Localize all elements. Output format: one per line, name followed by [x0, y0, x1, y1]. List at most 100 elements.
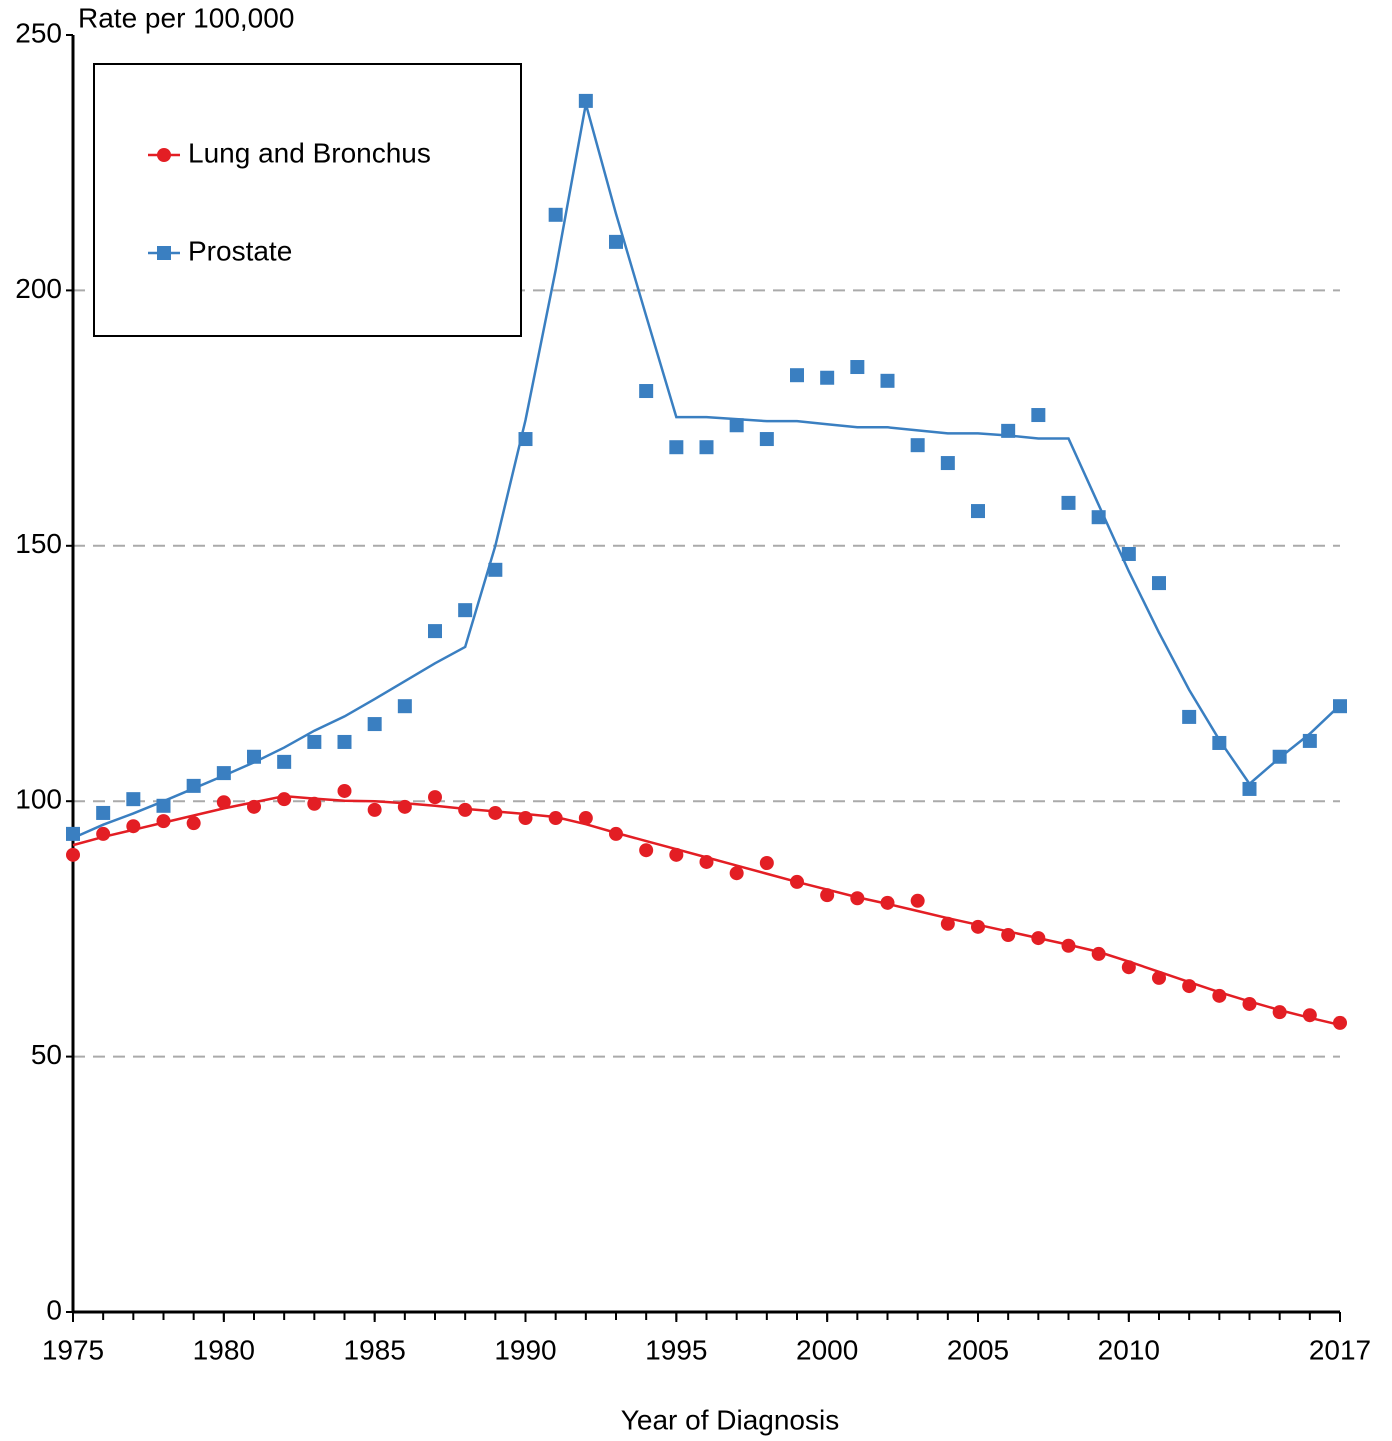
data-point: [518, 811, 533, 826]
x-tick-label: 1975: [42, 1334, 104, 1365]
data-point: [216, 795, 231, 810]
data-point: [337, 783, 352, 798]
x-tick-label: 2010: [1098, 1334, 1160, 1365]
data-point: [910, 438, 925, 453]
data-point: [1182, 979, 1197, 994]
data-point: [458, 603, 473, 618]
data-point: [428, 624, 442, 639]
data-point: [971, 919, 985, 934]
data-point: [66, 826, 80, 841]
data-point: [1121, 546, 1136, 561]
trend-line: [72, 794, 1341, 1027]
data-point: [397, 799, 412, 814]
data-point: [277, 792, 292, 807]
data-point: [609, 234, 623, 249]
data-point: [1212, 735, 1227, 750]
legend-label: Lung and Bronchus: [188, 137, 431, 168]
data-point: [156, 814, 171, 829]
data-point: [1242, 996, 1257, 1011]
data-point: [96, 826, 111, 841]
data-point: [820, 370, 835, 385]
data-point: [1242, 781, 1257, 796]
data-point: [1152, 970, 1166, 985]
data-point: [850, 891, 865, 906]
y-tick-label: 150: [15, 528, 62, 559]
data-point: [1333, 699, 1347, 714]
legend-marker: [157, 246, 171, 260]
data-point: [247, 799, 261, 814]
data-point: [488, 562, 503, 577]
y-tick-label: 100: [15, 784, 62, 815]
data-point: [488, 805, 503, 820]
data-point: [850, 360, 865, 375]
x-tick-label: 1990: [494, 1334, 556, 1365]
legend-marker: [157, 148, 171, 162]
y-tick-label: 200: [15, 273, 62, 304]
x-tick-label: 2017: [1309, 1334, 1371, 1365]
data-point: [639, 843, 654, 858]
data-point: [1031, 408, 1046, 423]
data-point: [639, 384, 654, 399]
data-point: [1272, 1005, 1287, 1020]
data-point: [548, 207, 563, 222]
data-point: [397, 699, 412, 714]
data-point: [518, 432, 533, 447]
data-point: [1182, 709, 1197, 724]
data-point: [940, 916, 955, 931]
data-point: [880, 373, 895, 388]
data-point: [699, 854, 714, 869]
x-axis-label: Year of Diagnosis: [621, 1404, 839, 1435]
data-point: [1091, 946, 1106, 961]
data-point: [1302, 1008, 1317, 1023]
data-point: [578, 93, 593, 108]
data-point: [820, 888, 835, 903]
data-point: [669, 440, 684, 455]
data-point: [458, 802, 473, 817]
data-point: [1091, 510, 1106, 525]
y-tick-label: 0: [46, 1294, 62, 1325]
data-point: [1302, 733, 1317, 748]
data-point: [1121, 960, 1136, 975]
data-point: [759, 432, 774, 447]
data-point: [307, 734, 322, 749]
data-point: [186, 816, 201, 831]
data-point: [156, 798, 171, 813]
data-point: [428, 790, 442, 805]
x-tick-label: 2000: [796, 1334, 858, 1365]
data-point: [759, 856, 774, 871]
data-point: [277, 754, 292, 769]
data-point: [186, 778, 201, 793]
data-point: [1061, 495, 1076, 510]
data-point: [548, 811, 563, 826]
y-axis-label: Rate per 100,000: [78, 2, 294, 33]
data-point: [1333, 1015, 1347, 1030]
data-point: [729, 866, 744, 881]
data-point: [126, 792, 141, 807]
data-point: [669, 847, 684, 862]
data-point: [880, 895, 895, 910]
legend-label: Prostate: [188, 235, 292, 266]
x-tick-label: 1985: [344, 1334, 406, 1365]
x-tick-label: 2005: [947, 1334, 1009, 1365]
x-tick-label: 1995: [645, 1334, 707, 1365]
data-point: [367, 802, 382, 817]
y-tick-label: 250: [15, 17, 62, 48]
data-point: [790, 368, 804, 383]
data-point: [96, 805, 111, 820]
data-point: [66, 847, 80, 862]
data-point: [699, 440, 714, 455]
data-point: [216, 766, 231, 781]
data-point: [307, 796, 322, 811]
trend-line: [72, 103, 1341, 840]
data-point: [1001, 423, 1016, 438]
data-point: [910, 893, 925, 908]
data-point: [1061, 938, 1076, 953]
data-point: [1152, 576, 1166, 591]
data-point: [1001, 928, 1016, 943]
data-point: [337, 734, 352, 749]
data-point: [729, 418, 744, 433]
y-tick-label: 50: [31, 1039, 62, 1070]
legend-box: [93, 63, 522, 337]
